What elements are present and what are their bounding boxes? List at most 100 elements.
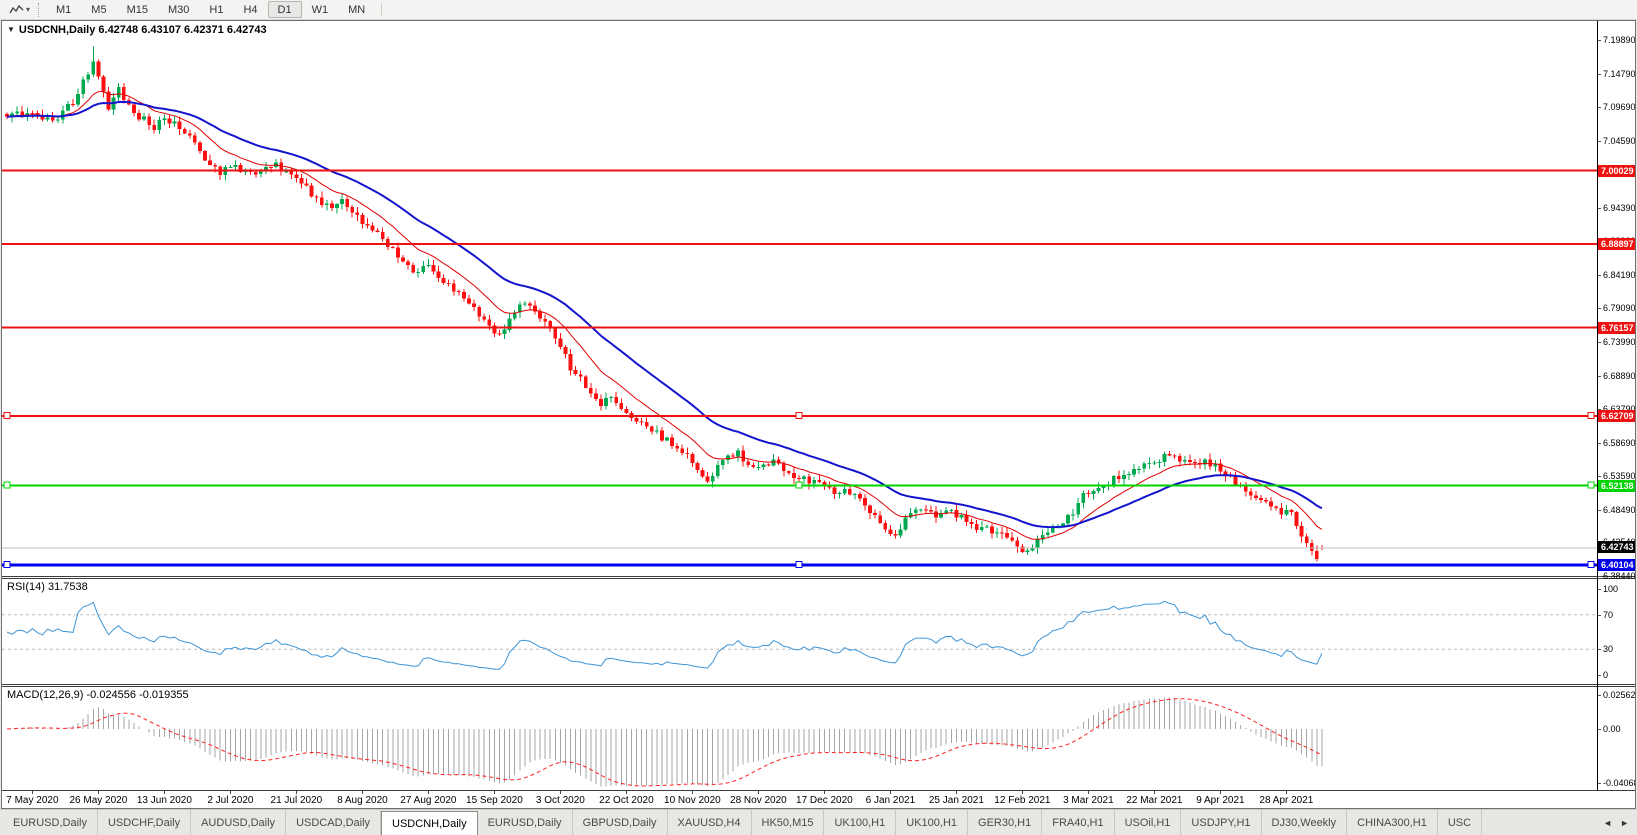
price-tick-label: 6.68890 — [1603, 370, 1636, 381]
date-tick-label: 3 Mar 2021 — [1063, 795, 1114, 806]
timeframe-button-m5[interactable]: M5 — [91, 4, 107, 16]
rsi-tick-mark — [1597, 589, 1601, 590]
timeframe-buttons: M1 M5 M15 M30 H1 H4 D1 W1 MN — [46, 1, 375, 18]
price-tick-label: 6.79090 — [1603, 303, 1636, 314]
chart-tab-usdcad-daily[interactable]: USDCAD,Daily — [286, 810, 382, 835]
chart-ohlc-values: 6.42748 6.43107 6.42371 6.42743 — [98, 24, 267, 36]
date-tick-mark — [560, 791, 562, 794]
chart-tab-usdjpy-h1[interactable]: USDJPY,H1 — [1181, 810, 1262, 835]
rsi-tick-label: 30 — [1603, 644, 1614, 655]
hline-price-label: 6.62709 — [1598, 410, 1635, 423]
panel-separator[interactable] — [2, 576, 1635, 579]
chart-tab-usc[interactable]: USC — [1438, 810, 1483, 835]
rsi-chart[interactable] — [2, 579, 1597, 684]
collapse-arrow-icon[interactable]: ▼ — [7, 25, 15, 34]
chart-tab-usdchf-daily[interactable]: USDCHF,Daily — [98, 810, 192, 835]
current-price-label: 6.42743 — [1598, 541, 1635, 554]
price-tick-label: 7.19890 — [1603, 35, 1636, 46]
rsi-panel[interactable]: RSI(14) 31.7538 100 70 30 0 — [2, 579, 1635, 684]
price-tick-mark — [1597, 107, 1601, 109]
date-tick-mark — [824, 791, 826, 794]
rsi-tick-mark — [1597, 675, 1601, 676]
macd-tick-label: 0.025623 — [1603, 689, 1636, 700]
candlestick-chart[interactable] — [2, 21, 1597, 576]
chart-symbol: USDCNH,Daily — [18, 24, 96, 36]
chart-tab-xauusd-h4[interactable]: XAUUSD,H4 — [668, 810, 752, 835]
chart-tab-fra40-h1[interactable]: FRA40,H1 — [1042, 810, 1115, 835]
date-tick-mark — [1088, 791, 1090, 794]
date-tick-mark — [1286, 791, 1288, 794]
date-tick-label: 25 Jan 2021 — [928, 795, 984, 806]
timeframe-button-d1[interactable]: D1 — [267, 1, 302, 18]
date-tick-label: 21 Jul 2020 — [270, 795, 323, 806]
date-tick-label: 10 Nov 2020 — [664, 795, 721, 806]
timeframe-button-mn[interactable]: MN — [348, 4, 366, 16]
date-tick-mark — [230, 791, 232, 794]
timeframe-button-h1[interactable]: H1 — [209, 4, 224, 16]
price-tick-label: 6.73990 — [1603, 336, 1636, 347]
panel-separator[interactable] — [2, 684, 1635, 687]
price-chart-panel[interactable]: ▼ USDCNH,Daily 6.42748 6.43107 6.42371 6.… — [2, 21, 1636, 581]
price-tick-label: 6.63790 — [1603, 404, 1636, 415]
price-tick-label: 7.04590 — [1603, 135, 1636, 146]
tab-scroll-right-icon[interactable]: ► — [1620, 817, 1629, 828]
chart-tab-china300-h1[interactable]: CHINA300,H1 — [1347, 810, 1438, 835]
price-tick-label: 6.84190 — [1603, 269, 1636, 280]
timeframe-button-w1[interactable]: W1 — [311, 4, 329, 16]
price-tick-label: 6.48490 — [1603, 504, 1636, 515]
price-tick-label: 7.09690 — [1603, 102, 1636, 113]
price-tick-label: 6.53590 — [1603, 471, 1636, 482]
hline-price-label: 6.40104 — [1598, 558, 1635, 571]
price-tick-mark — [1597, 73, 1601, 75]
timeframe-button-h4[interactable]: H4 — [243, 4, 258, 16]
date-tick-mark — [362, 791, 364, 794]
chart-tab-eurusd-daily[interactable]: EURUSD,Daily — [3, 810, 98, 835]
chart-tab-usoil-h1[interactable]: USOil,H1 — [1115, 810, 1182, 835]
chart-tab-uk100-h1[interactable]: UK100,H1 — [824, 810, 897, 835]
macd-tick-label: -0.04068 — [1603, 778, 1636, 789]
macd-panel[interactable]: MACD(12,26,9) -0.024556 -0.019355 0.0256… — [2, 687, 1635, 790]
macd-tick-label: 0.00 — [1603, 724, 1621, 734]
price-tick-label: 7.14790 — [1603, 68, 1636, 79]
macd-tick-mark — [1597, 694, 1601, 696]
date-tick-mark — [1154, 791, 1156, 794]
chart-tab-usdcnh-daily[interactable]: USDCNH,Daily — [381, 811, 478, 835]
chart-tab-gbpusd-daily[interactable]: GBPUSD,Daily — [573, 810, 668, 835]
date-tick-label: 6 Jan 2021 — [865, 795, 916, 806]
polyline-chart-icon — [9, 4, 24, 13]
chart-tab-ger30-h1[interactable]: GER30,H1 — [968, 810, 1043, 835]
tab-scroll-arrows: ◄ ► — [1595, 810, 1637, 835]
timeframe-button-m1[interactable]: M1 — [56, 4, 72, 16]
macd-chart[interactable] — [2, 687, 1597, 790]
rsi-tick-mark — [1597, 649, 1601, 651]
date-tick-mark — [296, 791, 298, 794]
price-tick-mark — [1597, 509, 1601, 511]
chart-tab-audusd-daily[interactable]: AUDUSD,Daily — [191, 810, 287, 835]
date-tick-label: 8 Aug 2020 — [337, 795, 388, 806]
timeframe-button-m30[interactable]: M30 — [167, 4, 190, 16]
macd-label: MACD(12,26,9) -0.024556 -0.019355 — [7, 689, 189, 701]
macd-tick-mark — [1597, 783, 1601, 785]
date-tick-label: 13 Jun 2020 — [136, 795, 192, 806]
price-tick-label: 6.94390 — [1603, 202, 1636, 213]
timeframe-button-m15[interactable]: M15 — [126, 4, 148, 16]
chart-tool-button[interactable]: ▾ — [4, 1, 35, 19]
price-tick-mark — [1597, 207, 1601, 209]
tab-scroll-left-icon[interactable]: ◄ — [1603, 817, 1613, 828]
price-tick-mark — [1597, 375, 1601, 377]
chart-tab-hk50-m15[interactable]: HK50,M15 — [752, 810, 825, 835]
date-tick-mark — [494, 791, 496, 794]
chart-tab-dj30-weekly[interactable]: DJ30,Weekly — [1262, 810, 1348, 835]
date-tick-mark — [890, 791, 892, 794]
date-tick-mark — [626, 791, 628, 794]
chart-tab-eurusd-daily[interactable]: EURUSD,Daily — [478, 810, 573, 835]
date-tick-mark — [692, 791, 694, 794]
date-axis[interactable]: 7 May 2020 26 May 2020 13 Jun 2020 2 Jul 20… — [2, 790, 1635, 808]
rsi-tick-label: 0 — [1603, 670, 1609, 680]
toolbar-separator — [381, 2, 383, 17]
chart-tab-uk100-h1[interactable]: UK100,H1 — [896, 810, 969, 835]
price-tick-mark — [1597, 341, 1601, 343]
chevron-down-icon: ▾ — [26, 4, 31, 14]
rsi-label: RSI(14) 31.7538 — [7, 581, 88, 593]
